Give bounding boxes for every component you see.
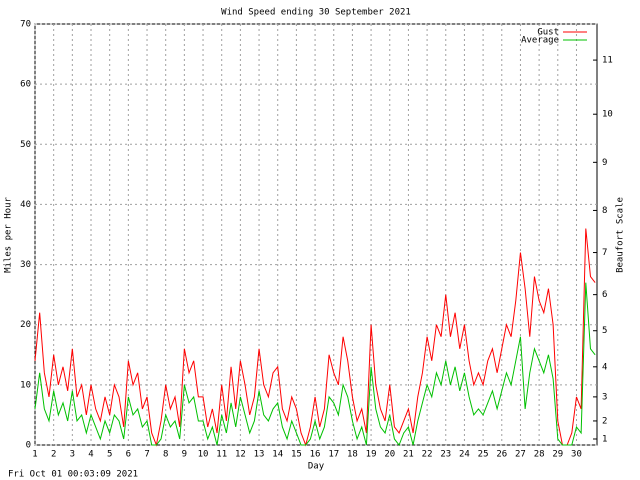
y2-tick-label: 3 bbox=[602, 392, 607, 402]
x-tick-label: 3 bbox=[70, 450, 75, 460]
x-tick-label: 2 bbox=[51, 450, 56, 460]
y-tick-label: 50 bbox=[20, 140, 31, 150]
x-tick-label: 10 bbox=[198, 450, 209, 460]
y2-tick-label: 7 bbox=[602, 248, 607, 258]
y2-tick-label: 11 bbox=[602, 56, 613, 66]
x-tick-label: 30 bbox=[571, 450, 582, 460]
data-line bbox=[34, 282, 596, 447]
x-tick-label: 4 bbox=[88, 450, 93, 460]
x-tick-label: 6 bbox=[126, 450, 131, 460]
y2-axis-label: Beaufort Scale bbox=[616, 197, 626, 273]
y-tick-label: 20 bbox=[20, 320, 31, 330]
x-tick-label: 25 bbox=[478, 450, 489, 460]
y2-tick-label: 6 bbox=[602, 290, 607, 300]
y-tick-label: 10 bbox=[20, 380, 31, 390]
y2-tick-label: 10 bbox=[602, 110, 613, 120]
x-tick-label: 12 bbox=[235, 450, 246, 460]
y2-tick-label: 5 bbox=[602, 326, 607, 336]
x-tick-label: 1 bbox=[32, 450, 37, 460]
legend-label: Gust bbox=[537, 28, 559, 38]
y-tick-label: 30 bbox=[20, 260, 31, 270]
x-tick-label: 5 bbox=[107, 450, 112, 460]
y-tick-label: 60 bbox=[20, 80, 31, 90]
x-tick-label: 19 bbox=[366, 450, 377, 460]
y2-tick-label: 1 bbox=[602, 434, 607, 444]
x-tick-label: 23 bbox=[440, 450, 451, 460]
y-tick-label: 70 bbox=[20, 20, 31, 30]
x-tick-label: 21 bbox=[403, 450, 414, 460]
x-tick-label: 9 bbox=[182, 450, 187, 460]
footer: Fri Oct 01 00:03:09 2021 bbox=[8, 470, 138, 480]
x-tick-label: 15 bbox=[291, 450, 302, 460]
x-tick-label: 13 bbox=[254, 450, 265, 460]
x-axis-label: Day bbox=[308, 462, 325, 472]
y2-tick-label: 4 bbox=[602, 362, 607, 372]
x-tick-label: 28 bbox=[534, 450, 545, 460]
x-tick-label: 16 bbox=[310, 450, 321, 460]
y2-tick-label: 8 bbox=[602, 206, 607, 216]
x-tick-label: 7 bbox=[144, 450, 149, 460]
y2-tick-label: 9 bbox=[602, 158, 607, 168]
x-tick-label: 27 bbox=[515, 450, 526, 460]
y-tick-label: 0 bbox=[26, 441, 31, 451]
x-tick-label: 14 bbox=[272, 450, 283, 460]
x-tick-label: 24 bbox=[459, 450, 470, 460]
data-line bbox=[34, 228, 596, 447]
x-tick-label: 17 bbox=[328, 450, 339, 460]
chart-title: Wind Speed ending 30 September 2021 bbox=[221, 8, 411, 18]
x-tick-label: 11 bbox=[216, 450, 227, 460]
x-tick-label: 20 bbox=[384, 450, 395, 460]
y-tick-label: 40 bbox=[20, 200, 31, 210]
x-tick-label: 18 bbox=[347, 450, 358, 460]
x-tick-label: 29 bbox=[552, 450, 563, 460]
legend-label: Average bbox=[521, 36, 559, 46]
x-tick-label: 26 bbox=[496, 450, 507, 460]
y-axis-label: Miles per Hour bbox=[4, 196, 14, 272]
x-tick-label: 22 bbox=[422, 450, 433, 460]
x-tick-label: 8 bbox=[163, 450, 168, 460]
plot-frame bbox=[34, 23, 598, 446]
y2-tick-label: 2 bbox=[602, 416, 607, 426]
